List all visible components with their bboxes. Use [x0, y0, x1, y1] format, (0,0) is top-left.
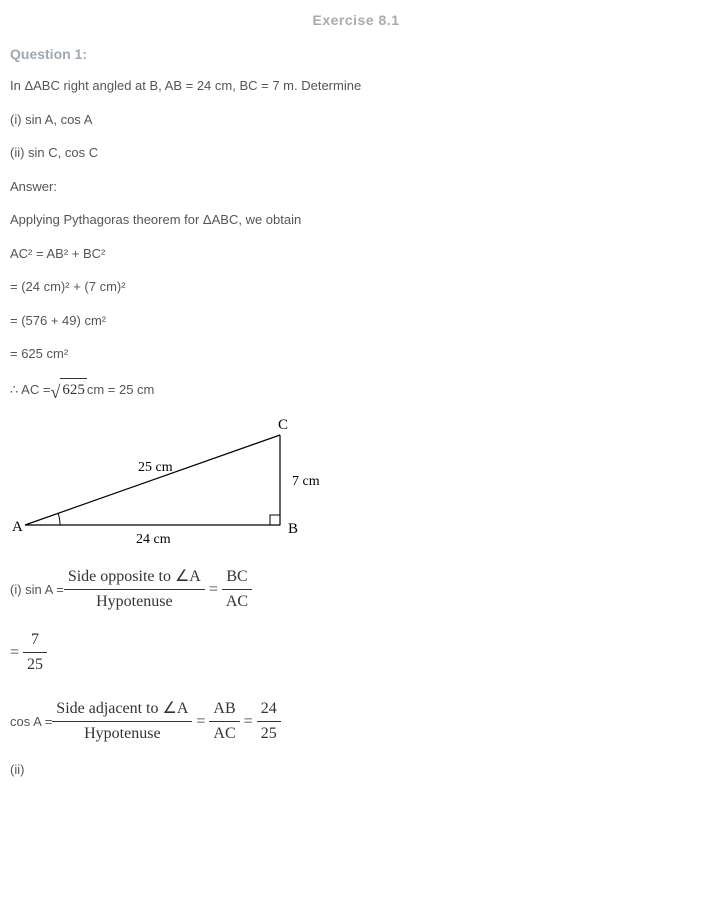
sin-a-val-num: 7 [23, 628, 47, 653]
cos-a-value: 24 25 [257, 697, 281, 746]
sqrt-expression: √ 625 [50, 378, 86, 402]
sin-a-den: Hypotenuse [64, 590, 205, 614]
hyp-label: 25 cm [138, 460, 173, 475]
answer-label: Answer: [10, 177, 702, 197]
cos-a-val-num: 24 [257, 697, 281, 722]
answer-step1: AC² = AB² + BC² [10, 244, 702, 264]
sqrt-sign-icon: √ [50, 383, 60, 401]
answer-step4: = 625 cm² [10, 344, 702, 364]
answer-step3: = (576 + 49) cm² [10, 311, 702, 331]
cos-a-prefix: cos A = [10, 712, 52, 732]
problem-part-ii: (ii) sin C, cos C [10, 143, 702, 163]
sin-a-num: Side opposite to ∠A [64, 565, 205, 590]
cos-a-val-den: 25 [257, 722, 281, 746]
ab-over-ac: AB AC [209, 697, 239, 746]
sin-a-row: (i) sin A = Side opposite to ∠A Hypotenu… [10, 565, 702, 614]
problem-statement: In ΔABC right angled at B, AB = 24 cm, B… [10, 76, 702, 96]
sin-a-definition: Side opposite to ∠A Hypotenuse [64, 565, 205, 614]
sin-a-value: 7 25 [23, 628, 47, 677]
height-label: 7 cm [292, 474, 320, 489]
therefore-text: ∴ AC = [10, 380, 50, 400]
equals-2: = [196, 710, 205, 734]
exercise-title: Exercise 8.1 [10, 12, 702, 28]
vertex-b: B [288, 521, 298, 537]
sin-a-value-row: = 7 25 [10, 628, 702, 677]
problem-part-i: (i) sin A, cos A [10, 110, 702, 130]
question-label: Question 1: [10, 46, 702, 62]
ac-den2: AC [209, 722, 239, 746]
sin-a-val-den: 25 [23, 653, 47, 677]
bc-over-ac: BC AC [222, 565, 252, 614]
answer-intro: Applying Pythagoras theorem for ΔABC, we… [10, 210, 702, 230]
equals-3: = [244, 710, 253, 734]
answer-ac: ∴ AC = √ 625 cm = 25 cm [10, 378, 702, 402]
cos-a-den: Hypotenuse [52, 722, 192, 746]
eq-prefix: = [10, 641, 19, 665]
vertex-a: A [12, 519, 23, 535]
equals-1: = [209, 578, 218, 602]
cos-a-row: cos A = Side adjacent to ∠A Hypotenuse =… [10, 697, 702, 746]
answer-step2: = (24 cm)² + (7 cm)² [10, 277, 702, 297]
part-ii-label: (ii) [10, 760, 702, 780]
sin-a-prefix: (i) sin A = [10, 580, 64, 600]
ac-result-text: cm = 25 cm [87, 380, 155, 400]
triangle-diagram: A B C 25 cm 24 cm 7 cm [10, 415, 330, 550]
cos-a-definition: Side adjacent to ∠A Hypotenuse [52, 697, 192, 746]
ab-num: AB [209, 697, 239, 722]
cos-a-num: Side adjacent to ∠A [52, 697, 192, 722]
vertex-c: C [278, 417, 288, 433]
sqrt-value: 625 [60, 378, 87, 402]
bc-num: BC [222, 565, 252, 590]
ac-den: AC [222, 590, 252, 614]
base-label: 24 cm [136, 532, 171, 547]
